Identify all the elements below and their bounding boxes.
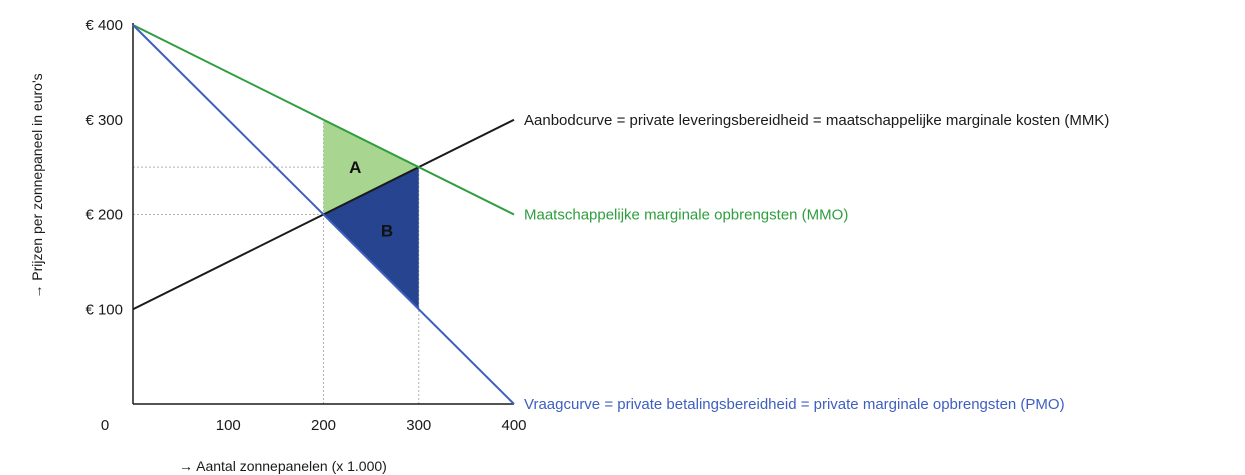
x-tick-label: 200 [311, 417, 336, 434]
area-a [323, 119, 419, 215]
x-tick-label: 400 [501, 417, 526, 434]
x-tick-label: 0 [101, 417, 109, 434]
series-line-3 [132, 24, 515, 405]
series-label-3: Vraagcurve = private betalingsbereidheid… [524, 396, 1065, 413]
area-label-a: A [349, 158, 361, 177]
y-tick-label: € 300 [85, 112, 123, 129]
series-label-1: Aanbodcurve = private leveringsbereidhei… [524, 112, 1109, 129]
area-label-b: B [381, 221, 393, 240]
x-axis-title: → Aantal zonnepanelen (x 1.000) [179, 458, 387, 474]
series-line-2 [132, 24, 515, 216]
series-label-2: Maatschappelijke marginale opbrengsten (… [524, 207, 848, 224]
y-tick-label: € 200 [85, 207, 123, 224]
y-tick-label: € 400 [85, 17, 123, 34]
x-tick-label: 100 [216, 417, 241, 434]
y-tick-label: € 100 [85, 301, 123, 318]
x-tick-label: 300 [406, 417, 431, 434]
y-axis-title: → Prijzen per zonnepaneel in euro's [29, 73, 45, 298]
